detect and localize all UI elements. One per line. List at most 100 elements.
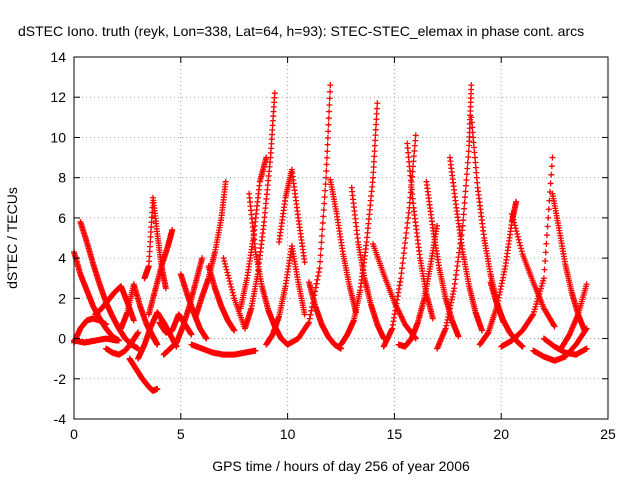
data-point [323,168,330,175]
x-tick-label: 0 [70,426,78,442]
y-tick-label: 14 [50,49,66,65]
data-point [372,137,379,144]
data-point [229,289,236,296]
data-point [371,148,378,155]
data-series [305,279,344,352]
data-point [471,144,478,151]
data-point [225,272,232,279]
data-point [301,311,308,318]
data-point [583,281,590,288]
y-tick-label: 10 [50,129,66,145]
data-marks [71,82,590,394]
data-point [188,331,195,338]
data-point [373,121,380,128]
data-point [545,214,552,221]
data-point [130,317,137,324]
data-point [169,226,176,233]
data-point [315,269,322,276]
data-series [540,335,590,358]
data-point [400,250,407,257]
x-tick-label: 10 [280,426,296,442]
data-series [246,190,291,348]
data-point [325,121,332,128]
data-point [135,329,142,336]
chart-title: dSTEC Iono. truth (reyk, Lon=338, Lat=64… [18,23,584,39]
data-point [459,222,466,229]
data-point [313,280,320,287]
data-point [543,240,550,247]
data-series [498,154,556,350]
data-point [308,307,315,314]
data-series [117,281,161,348]
data-point [373,110,380,117]
data-point [318,239,325,246]
data-series [141,194,169,292]
data-point [325,115,332,122]
data-series [263,243,308,348]
data-point [397,275,404,282]
data-point [516,239,523,246]
data-point [404,219,411,226]
y-tick-label: 12 [50,89,66,105]
data-point [370,164,377,171]
data-point [434,222,441,229]
data-point [461,199,468,206]
data-point [460,211,467,218]
data-series [558,281,590,352]
data-point [551,323,558,330]
data-point [402,240,409,247]
axis-ticks: 0 5 10 15 20 25 -4 -2 0 2 4 6 8 10 12 14 [50,49,616,442]
data-point [226,278,233,285]
data-point [519,343,526,350]
data-series [160,255,206,358]
data-point [542,249,549,256]
data-series [284,82,334,348]
data-point [464,159,471,166]
data-point [228,283,235,290]
data-point [468,119,475,126]
data-point [400,255,407,262]
data-point [465,153,472,160]
data-series [156,311,195,338]
data-point [462,188,469,195]
data-series [395,222,441,350]
data-point [323,174,330,181]
grid-lines [74,57,608,419]
data-point [462,182,469,189]
data-point [326,101,333,108]
data-point [319,226,326,233]
data-point [320,213,327,220]
data-point [513,228,520,235]
x-axis-label: GPS time / hours of day 256 of year 2006 [212,458,470,474]
data-point [540,275,547,282]
data-point [323,154,330,161]
data-point [370,169,377,176]
data-point [412,132,419,139]
data-point [398,270,405,277]
data-point [221,257,228,264]
data-point [472,159,479,166]
data-point [515,236,522,243]
data-point [472,164,479,171]
x-tick-label: 15 [387,426,403,442]
data-point [222,178,229,185]
x-tick-label: 20 [493,426,509,442]
data-point [315,272,322,279]
y-tick-label: 6 [58,210,66,226]
data-point [405,209,412,216]
data-point [469,124,476,131]
data-series [103,329,142,358]
data-point [154,385,161,392]
data-point [429,315,436,322]
data-series [338,100,381,348]
data-point [399,260,406,267]
data-point [513,198,520,205]
data-point [374,105,381,112]
data-point [478,327,485,334]
data-point [512,225,519,232]
data-point [371,153,378,160]
data-point [305,319,312,326]
data-point [154,341,161,348]
data-point [225,275,232,282]
data-point [224,269,231,276]
